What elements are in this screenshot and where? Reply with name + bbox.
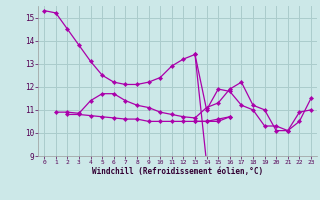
X-axis label: Windchill (Refroidissement éolien,°C): Windchill (Refroidissement éolien,°C) [92,167,263,176]
